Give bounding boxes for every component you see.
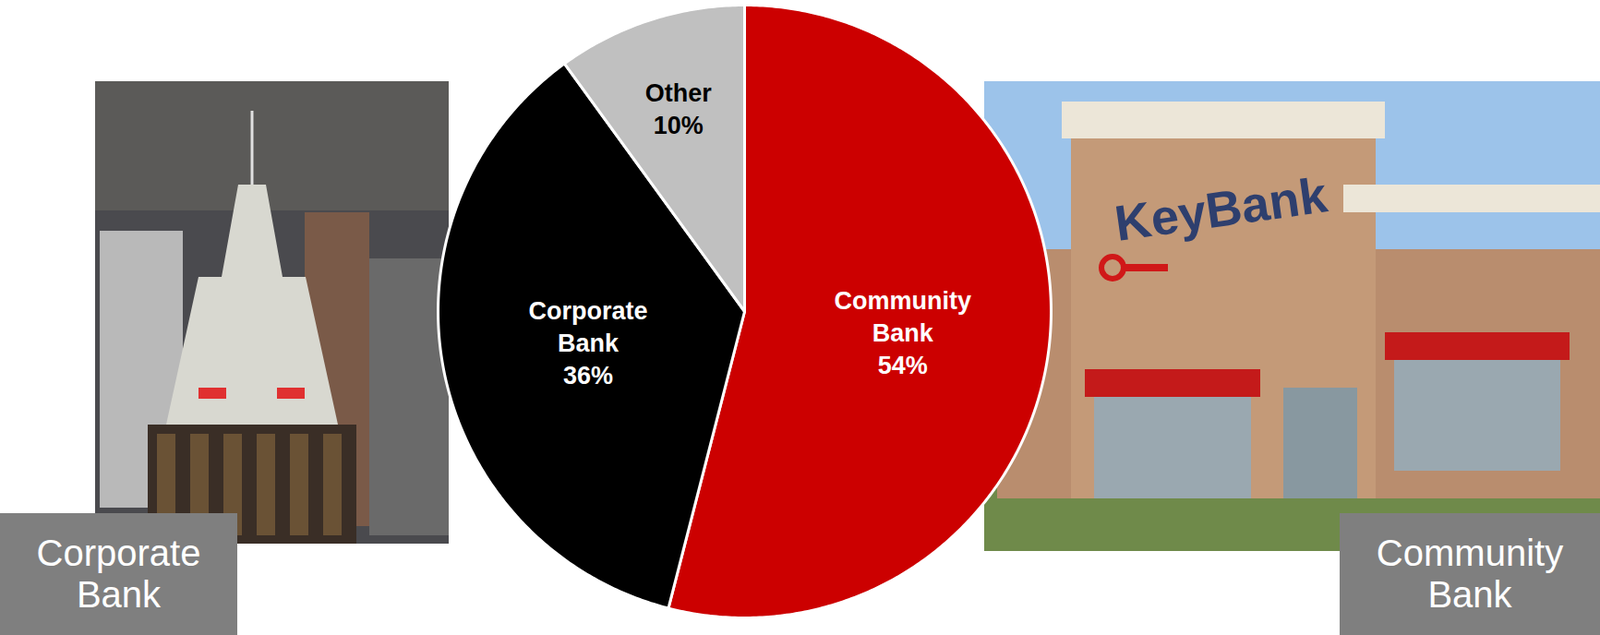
svg-text:CommunityBank54%: CommunityBank54% [834, 287, 973, 380]
svg-text:Other10%: Other10% [645, 79, 713, 140]
html-text:Community: Community [1376, 532, 1564, 574]
svg-text:CorporateBank36%: CorporateBank36% [528, 297, 648, 390]
svg-text:KeyBank: KeyBank [1111, 166, 1332, 252]
html-text:Bank: Bank [1427, 574, 1512, 615]
html-text:Corporate: Corporate [36, 532, 201, 574]
html-text:Bank: Bank [76, 574, 161, 615]
